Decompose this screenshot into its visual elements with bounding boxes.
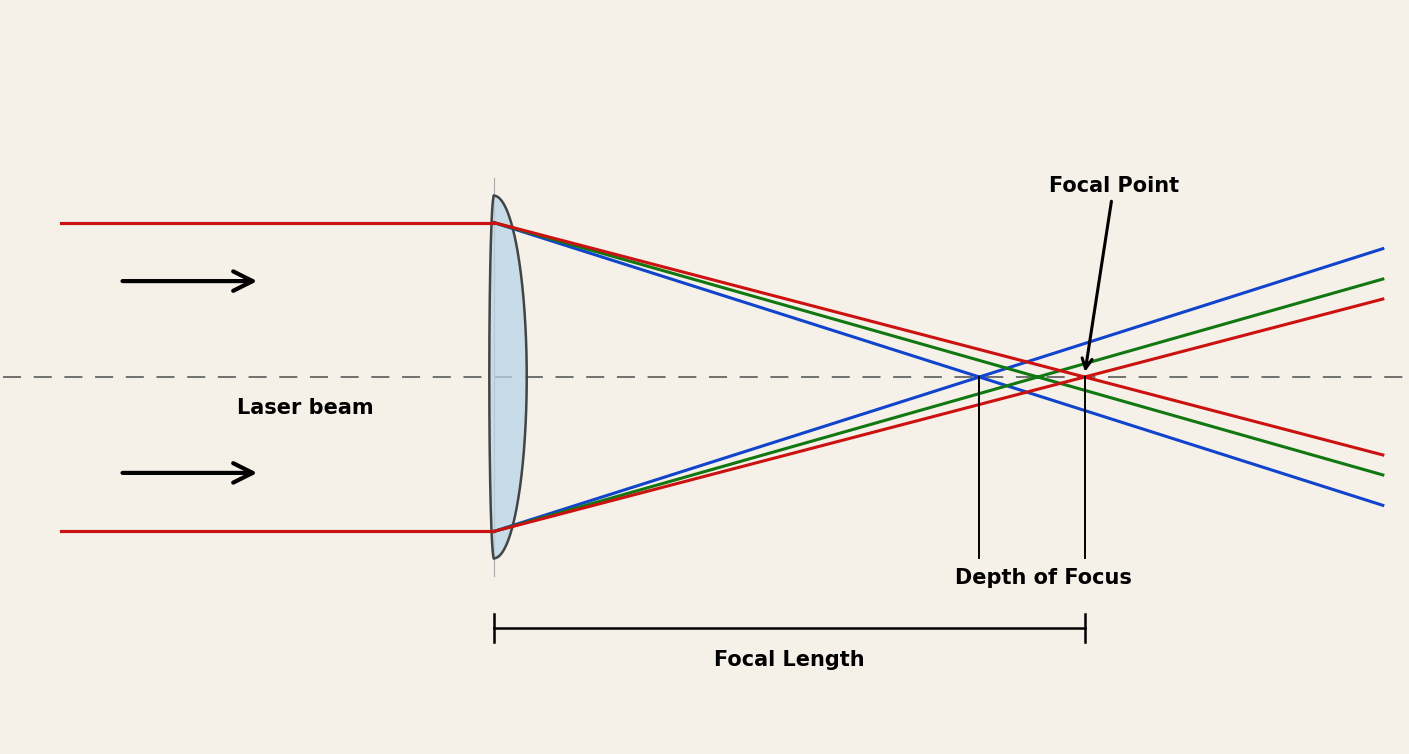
Text: Depth of Focus: Depth of Focus: [955, 568, 1131, 587]
Text: Focal Point: Focal Point: [1048, 176, 1179, 369]
Text: Laser beam: Laser beam: [237, 398, 373, 418]
Polygon shape: [489, 196, 527, 558]
Text: Focal Length: Focal Length: [714, 649, 865, 670]
